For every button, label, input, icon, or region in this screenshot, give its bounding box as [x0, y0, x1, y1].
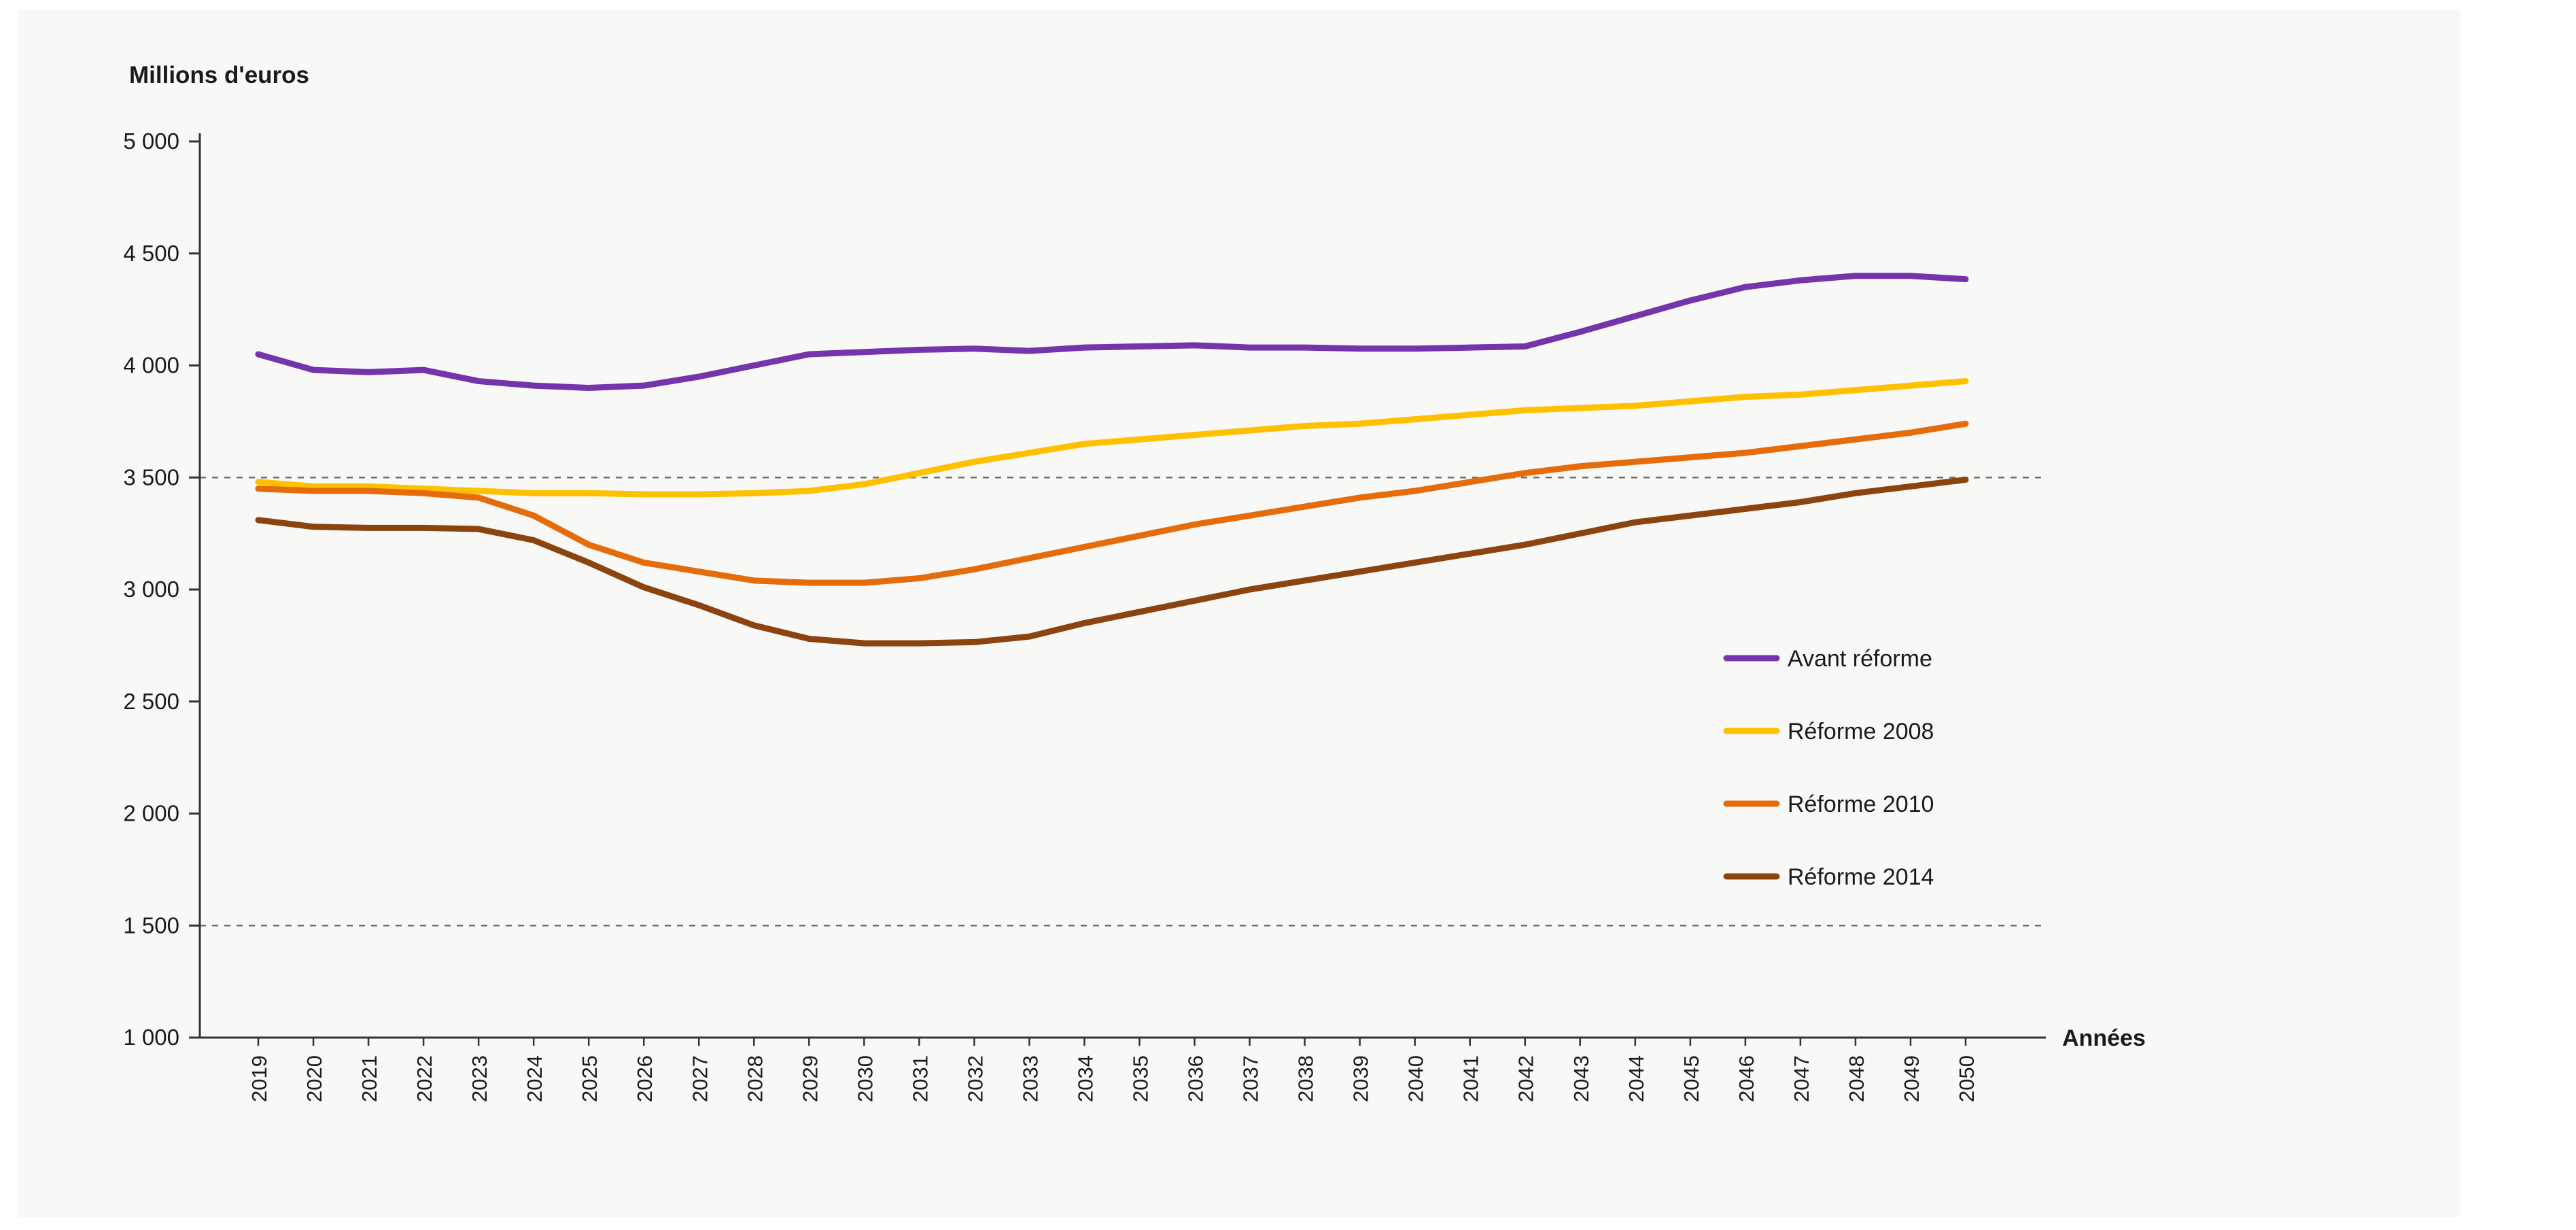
- x-tick-label-2042: 2042: [1514, 1055, 1538, 1102]
- y-tick-label-2500: 2 500: [123, 689, 179, 714]
- x-tick-label-2033: 2033: [1018, 1055, 1042, 1102]
- x-tick-label-2032: 2032: [963, 1055, 987, 1102]
- x-tick-label-2028: 2028: [743, 1055, 767, 1102]
- x-tick-label-2021: 2021: [358, 1055, 381, 1102]
- legend-label-reforme-2008: Réforme 2008: [1788, 719, 1934, 745]
- x-tick-label-2034: 2034: [1073, 1055, 1097, 1102]
- y-tick-label-5000: 5 000: [123, 129, 179, 154]
- x-tick-label-2026: 2026: [633, 1055, 657, 1102]
- x-tick-label-2041: 2041: [1459, 1055, 1483, 1102]
- series-line-avant-reforme: [255, 273, 1969, 391]
- x-tick-label-2029: 2029: [798, 1055, 822, 1102]
- x-tick-label-2046: 2046: [1735, 1055, 1758, 1102]
- x-tick-label-2050: 2050: [1955, 1055, 1979, 1102]
- y-tick-label-1500: 1 500: [123, 912, 179, 938]
- x-tick-label-2036: 2036: [1184, 1055, 1208, 1102]
- legend-label-reforme-2014: Réforme 2014: [1788, 864, 1934, 890]
- x-tick-label-2022: 2022: [413, 1055, 436, 1102]
- x-tick-label-2047: 2047: [1790, 1055, 1813, 1102]
- x-axis-title: Années: [2062, 1025, 2146, 1051]
- x-tick-label-2023: 2023: [468, 1055, 491, 1102]
- x-tick-label-2027: 2027: [688, 1055, 712, 1102]
- series-line-reforme-2014: [255, 477, 1969, 647]
- x-tick-label-2038: 2038: [1294, 1055, 1318, 1102]
- x-tick-label-2049: 2049: [1900, 1055, 1924, 1102]
- x-tick-label-2043: 2043: [1569, 1055, 1593, 1102]
- y-axis-title: Millions d'euros: [129, 62, 309, 88]
- x-tick-label-2019: 2019: [247, 1055, 271, 1102]
- x-tick-label-2048: 2048: [1845, 1055, 1868, 1102]
- legend-label-avant-reforme: Avant réforme: [1788, 646, 1932, 672]
- x-tick-label-2020: 2020: [302, 1055, 326, 1102]
- x-tick-label-2031: 2031: [908, 1055, 932, 1102]
- x-tick-label-2037: 2037: [1239, 1055, 1263, 1102]
- x-tick-label-2025: 2025: [578, 1055, 602, 1102]
- x-tick-label-2035: 2035: [1129, 1055, 1153, 1102]
- series-line-reforme-2008: [255, 378, 1969, 498]
- x-tick-label-2030: 2030: [853, 1055, 877, 1102]
- x-tick-label-2024: 2024: [523, 1055, 546, 1102]
- y-tick-label-2000: 2 000: [123, 801, 179, 826]
- chart-panel: [17, 10, 2460, 1217]
- y-tick-label-4000: 4 000: [123, 353, 179, 378]
- y-tick-label-3000: 3 000: [123, 577, 179, 602]
- series-line-reforme-2010: [255, 420, 1969, 586]
- x-tick-label-2044: 2044: [1624, 1055, 1648, 1102]
- x-tick-label-2040: 2040: [1404, 1055, 1428, 1102]
- y-tick-label-1000: 1 000: [123, 1025, 179, 1050]
- y-tick-label-3500: 3 500: [123, 464, 179, 490]
- x-tick-label-2039: 2039: [1349, 1055, 1373, 1102]
- y-tick-label-4500: 4 500: [123, 241, 179, 266]
- x-tick-label-2045: 2045: [1679, 1055, 1703, 1102]
- legend-label-reforme-2010: Réforme 2010: [1788, 791, 1934, 817]
